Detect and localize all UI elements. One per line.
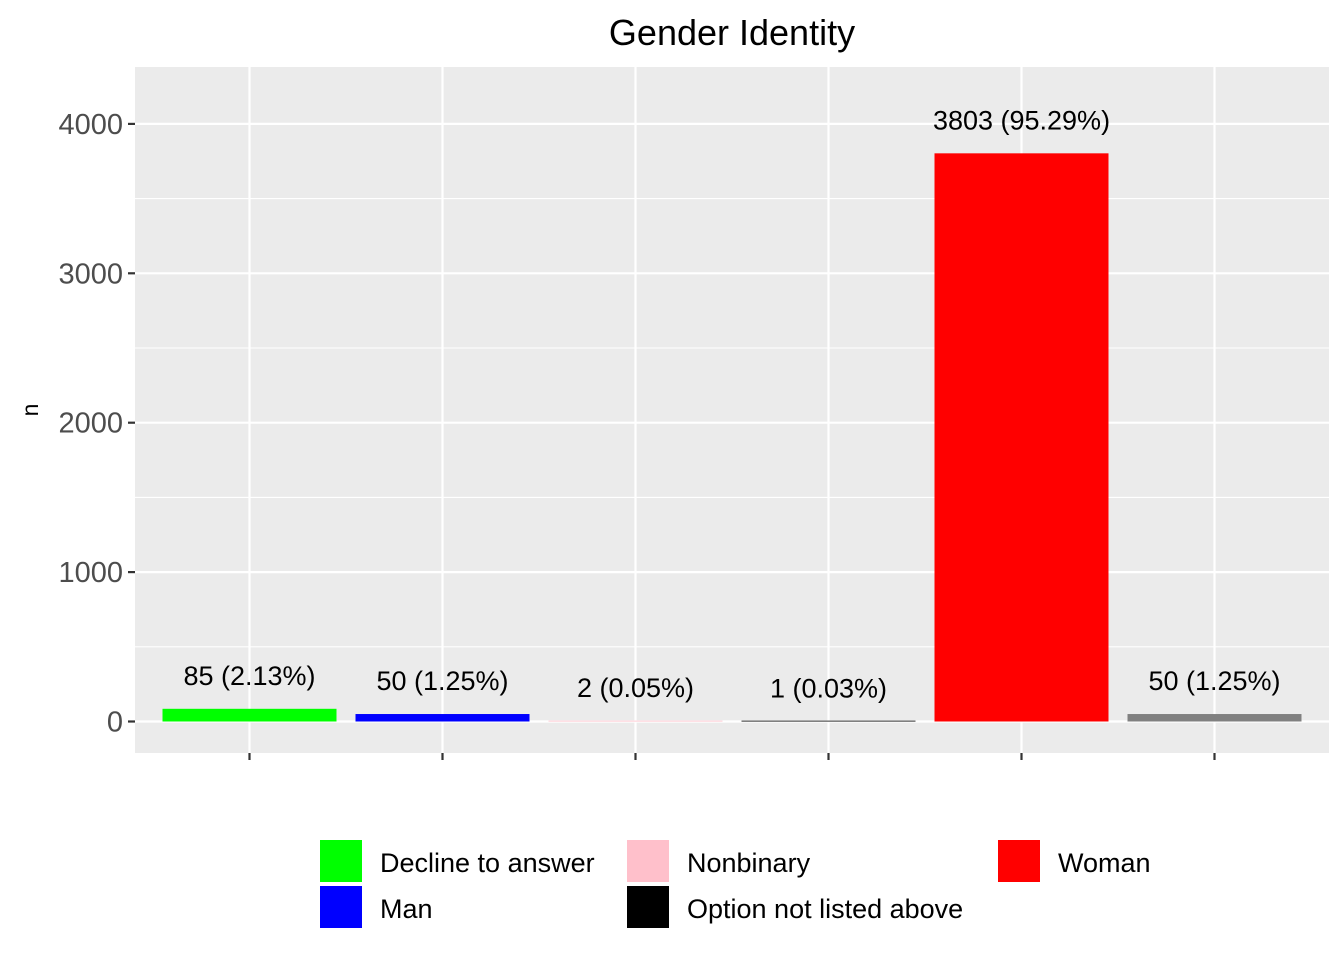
y-axis-title: n [17, 404, 43, 417]
legend-label: Woman [1058, 848, 1151, 878]
minor-gridlines [135, 198, 1329, 648]
bar [355, 714, 530, 722]
bar [741, 720, 916, 722]
bars [162, 153, 1302, 722]
legend-label: Option not listed above [687, 894, 963, 924]
y-tick-label: 4000 [58, 109, 123, 141]
bar-value-label: 50 (1.25%) [376, 666, 508, 696]
legend-item: Man [320, 886, 433, 928]
bar [162, 708, 337, 722]
y-tick-label: 3000 [58, 258, 123, 290]
y-tick-label: 0 [107, 707, 123, 739]
legend-key [627, 840, 669, 882]
legend-item: Option not listed above [627, 886, 963, 928]
legend-key [627, 886, 669, 928]
legend-item: Woman [998, 840, 1151, 882]
bar [1127, 714, 1302, 722]
plot-panel [135, 67, 1329, 753]
bar-value-label: 1 (0.03%) [770, 673, 887, 703]
bar-value-label: 2 (0.05%) [577, 673, 694, 703]
legend-label: Man [380, 894, 433, 924]
y-tick-label: 1000 [58, 557, 123, 589]
bar [934, 153, 1109, 722]
legend-key [320, 840, 362, 882]
legend-label: Nonbinary [687, 848, 811, 878]
legend-item: Decline to answer [320, 840, 595, 882]
bar-value-label: 85 (2.13%) [183, 661, 315, 691]
y-tick-label: 2000 [58, 408, 123, 440]
y-axis: 0 1000 2000 3000 4000 [58, 109, 135, 739]
x-axis [248, 753, 1216, 760]
legend-item: Nonbinary [627, 840, 811, 882]
chart-title: Gender Identity [609, 12, 855, 53]
bar-value-label: 3803 (95.29%) [933, 105, 1110, 135]
legend-key [998, 840, 1040, 882]
bar-value-labels: 85 (2.13%) 50 (1.25%) 2 (0.05%) 1 (0.03%) 38… [183, 105, 1280, 703]
legend-key [320, 886, 362, 928]
legend: Decline to answer Man Nonbinary Option not … [320, 840, 1151, 928]
legend-label: Decline to answer [380, 848, 595, 878]
bar [548, 720, 723, 722]
bar-value-label: 50 (1.25%) [1148, 666, 1280, 696]
